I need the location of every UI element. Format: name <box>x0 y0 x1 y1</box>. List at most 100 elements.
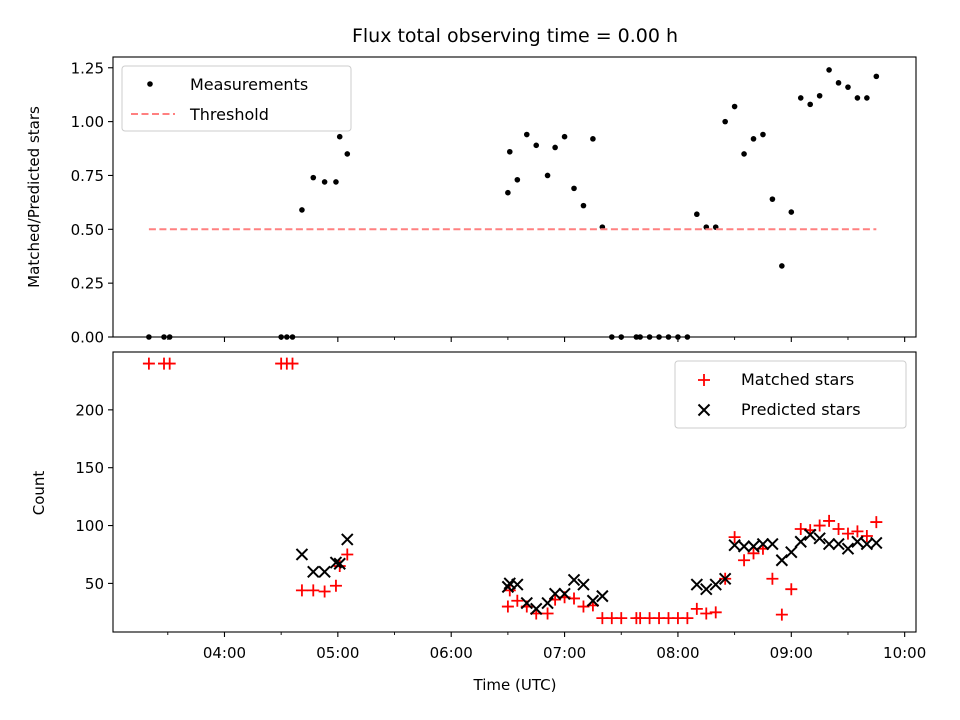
y-tick-label: 50 <box>85 575 104 593</box>
predicted-stars-point <box>766 537 779 551</box>
predicted-stars-point <box>709 578 722 591</box>
measurements-point <box>731 103 738 110</box>
predicted-stars-point <box>586 594 600 607</box>
legend-marker-matched <box>698 374 710 386</box>
predicted-stars-point <box>577 578 590 591</box>
bottom-y-axis-label: Count <box>30 471 48 516</box>
y-tick-label: 1.25 <box>71 59 104 77</box>
measurements-point <box>873 73 880 80</box>
matched-stars-point <box>860 529 873 542</box>
measurements-point <box>552 144 558 151</box>
legend-box <box>674 360 907 429</box>
predicted-stars-point <box>548 587 562 601</box>
measurements-point <box>299 207 305 213</box>
matched-stars-point <box>295 584 308 597</box>
measurements-point <box>864 95 870 101</box>
predicted-stars-point <box>567 573 581 587</box>
measurements-point <box>561 133 568 140</box>
matched-stars-point <box>775 608 788 621</box>
measurements-point <box>310 174 317 181</box>
predicted-stars-point <box>822 537 836 551</box>
axes-frame <box>112 351 917 633</box>
measurements-point <box>544 172 551 179</box>
measurements-point <box>590 136 596 142</box>
matched-stars-point <box>577 600 590 613</box>
matched-stars-point <box>681 612 694 625</box>
predicted-stars-point <box>747 540 760 553</box>
y-tick-label: 100 <box>75 517 104 535</box>
matched-stars-point <box>785 583 798 596</box>
measurements-point <box>571 185 577 192</box>
measurements-point <box>788 209 795 215</box>
predicted-stars-point <box>318 565 331 579</box>
matched-stars-point <box>541 607 554 620</box>
y-tick-label: 200 <box>75 401 104 419</box>
y-tick-label: 150 <box>75 459 104 477</box>
measurements-point <box>797 95 804 101</box>
matched-stars-point <box>511 594 524 607</box>
legend-label: Matched stars <box>741 370 854 389</box>
predicted-stars-point <box>718 572 732 585</box>
matched-stars-point <box>851 525 864 538</box>
predicted-stars-point <box>307 565 320 579</box>
matched-stars-point <box>142 357 155 370</box>
measurements-point <box>333 179 339 185</box>
matched-stars-point <box>747 547 760 560</box>
y-tick-label: 1.00 <box>71 113 104 131</box>
y-tick-label: 0.75 <box>71 167 104 185</box>
matched-stars-point <box>501 600 514 613</box>
measurements-point <box>580 202 587 209</box>
legend-label: Threshold <box>189 105 269 124</box>
measurements-point <box>523 131 530 138</box>
predicted-stars-point <box>841 542 855 555</box>
measurements-point <box>321 179 328 185</box>
measurements-point <box>533 142 540 149</box>
bottom-panel: Count Time (UTC) 50 100 150 200 04:00 05:00 06… <box>30 351 926 694</box>
x-tick-label: 09:00 <box>770 644 813 662</box>
predicted-stars-point <box>329 556 343 569</box>
axes-frame <box>112 56 917 338</box>
matched-stars-point <box>813 519 826 532</box>
matched-stars-point <box>709 606 722 619</box>
measurements-point <box>741 151 747 157</box>
predicted-stars-point <box>530 602 543 616</box>
chart-title: Flux total observing time = 0.00 h <box>352 25 678 47</box>
predicted-stars-point <box>520 596 533 610</box>
legend: Matched stars Predicted stars <box>674 360 907 429</box>
matched-stars-point <box>690 602 703 615</box>
predicted-stars-point <box>295 548 309 561</box>
predicted-stars-point <box>756 537 770 551</box>
matched-stars-point <box>307 584 320 597</box>
matched-stars-point <box>738 554 751 567</box>
measurements-point <box>816 92 823 99</box>
predicted-stars-point <box>813 532 826 545</box>
predicted-stars-point <box>794 535 807 548</box>
measurements-point <box>505 189 511 196</box>
x-tick-label: 07:00 <box>543 644 586 662</box>
x-axis-label: Time (UTC) <box>473 676 557 694</box>
matched-stars-point <box>286 357 299 370</box>
predicted-stars-point <box>785 545 798 559</box>
legend-marker-predicted <box>697 403 711 417</box>
predicted-stars-point <box>690 578 704 591</box>
predicted-stars-point <box>558 587 571 601</box>
matched-stars-point <box>700 607 713 620</box>
matched-stars-point <box>841 527 854 540</box>
predicted-stars-point <box>803 528 817 542</box>
legend-label: Predicted stars <box>741 400 861 419</box>
matched-stars-point <box>329 579 342 592</box>
measurements-point <box>336 133 343 140</box>
matched-stars-point <box>832 523 845 536</box>
predicted-stars-point <box>870 536 883 550</box>
legend-box <box>121 65 352 132</box>
measurements-point <box>750 136 757 142</box>
measurements-point <box>807 101 813 108</box>
top-panel: Matched/Predicted stars 0.00 0.25 0.50 0.75… <box>25 56 917 347</box>
measurements-point <box>514 176 521 183</box>
matched-stars-point <box>823 514 836 527</box>
predicted-stars-point <box>511 578 524 591</box>
measurements-point <box>344 151 351 157</box>
predicted-stars-point <box>541 596 554 610</box>
y-tick-label: 0.25 <box>71 275 104 293</box>
